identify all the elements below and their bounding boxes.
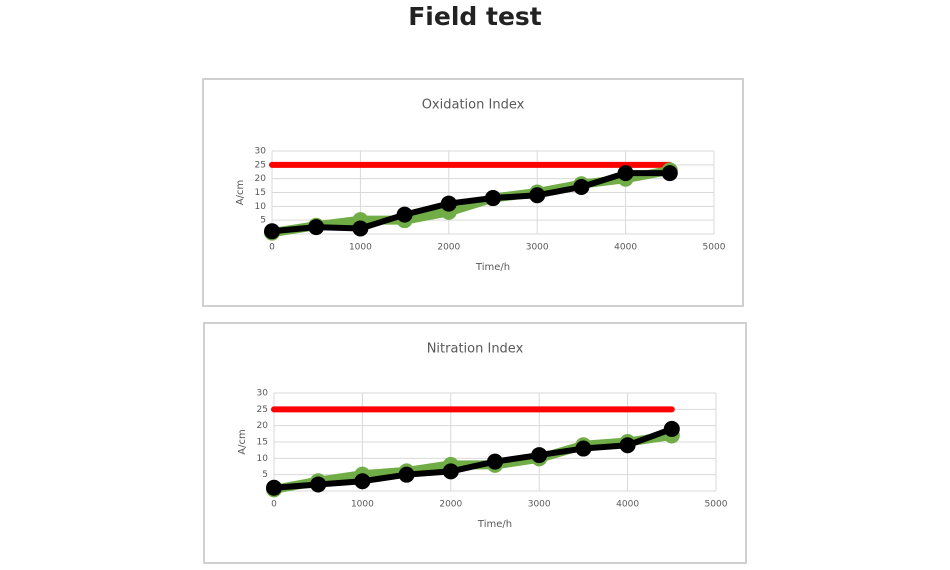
data-point bbox=[442, 463, 459, 480]
y-tick-label: 20 bbox=[257, 421, 269, 431]
data-point bbox=[266, 479, 282, 496]
x-axis-label: Time/h bbox=[477, 519, 512, 530]
y-tick-label: 20 bbox=[255, 174, 267, 184]
y-tick-label: 30 bbox=[255, 147, 267, 157]
y-tick-label: 10 bbox=[257, 454, 269, 464]
data-point bbox=[264, 223, 280, 240]
data-point bbox=[398, 466, 415, 483]
chart-title: Oxidation Index bbox=[422, 98, 525, 113]
data-point bbox=[531, 447, 548, 464]
x-tick-label: 5000 bbox=[705, 500, 728, 510]
y-tick-label: 10 bbox=[255, 202, 267, 212]
data-point bbox=[354, 473, 371, 490]
chart-frame bbox=[203, 322, 747, 564]
x-tick-label: 0 bbox=[269, 243, 275, 253]
data-point bbox=[619, 437, 636, 454]
x-axis-label: Time/h bbox=[475, 262, 510, 273]
chart-title: Nitration Index bbox=[427, 342, 524, 357]
y-tick-label: 25 bbox=[255, 160, 266, 170]
data-point bbox=[487, 453, 503, 470]
series-line bbox=[269, 170, 673, 235]
data-point bbox=[308, 219, 325, 236]
data-point bbox=[352, 220, 369, 237]
y-tick-label: 25 bbox=[257, 405, 268, 415]
x-tick-label: 0 bbox=[271, 500, 277, 510]
data-point bbox=[573, 178, 590, 195]
data-point bbox=[575, 440, 592, 457]
x-tick-label: 3000 bbox=[528, 500, 551, 510]
data-point bbox=[310, 476, 327, 493]
x-tick-label: 3000 bbox=[526, 243, 549, 253]
y-axis-label: A/cm bbox=[237, 429, 248, 454]
data-point bbox=[440, 195, 457, 212]
x-tick-label: 4000 bbox=[614, 243, 637, 253]
x-tick-label: 1000 bbox=[351, 500, 374, 510]
y-tick-label: 15 bbox=[257, 438, 268, 448]
data-point bbox=[661, 165, 678, 182]
y-axis-label: A/cm bbox=[235, 180, 246, 205]
y-tick-label: 15 bbox=[255, 188, 266, 198]
x-tick-label: 1000 bbox=[349, 243, 372, 253]
series-line bbox=[271, 425, 675, 491]
data-point bbox=[485, 190, 501, 207]
y-tick-label: 5 bbox=[260, 216, 266, 226]
data-point bbox=[663, 420, 680, 437]
y-tick-label: 5 bbox=[262, 470, 268, 480]
data-point bbox=[529, 187, 546, 204]
x-tick-label: 2000 bbox=[437, 243, 460, 253]
x-tick-label: 5000 bbox=[703, 243, 726, 253]
data-point bbox=[617, 165, 634, 182]
x-tick-label: 2000 bbox=[439, 500, 462, 510]
y-tick-label: 30 bbox=[257, 389, 269, 399]
x-tick-label: 4000 bbox=[616, 500, 639, 510]
data-point bbox=[396, 206, 413, 223]
page-title: Field test bbox=[408, 2, 542, 31]
